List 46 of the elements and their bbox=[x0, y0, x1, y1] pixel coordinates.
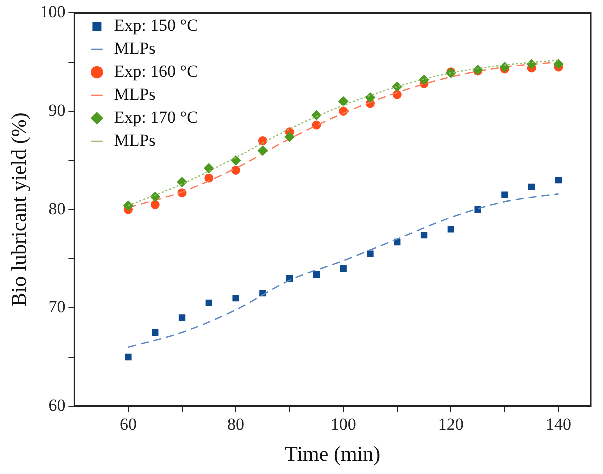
point bbox=[258, 136, 268, 146]
point bbox=[152, 329, 159, 336]
point bbox=[232, 294, 240, 302]
legend-label: Exp: 160 °C bbox=[114, 62, 198, 81]
line-series bbox=[128, 193, 560, 348]
legend-label: MLPs bbox=[114, 130, 156, 150]
point bbox=[554, 59, 564, 70]
point bbox=[206, 300, 212, 307]
point bbox=[178, 314, 186, 322]
point bbox=[150, 200, 160, 210]
point bbox=[204, 174, 214, 183]
point bbox=[125, 354, 132, 361]
y-tick-label: 80 bbox=[48, 199, 66, 218]
point bbox=[284, 132, 295, 142]
point bbox=[448, 226, 454, 233]
x-tick-label: 80 bbox=[228, 415, 245, 434]
legend-label: Exp: 170 °C bbox=[114, 108, 198, 127]
point bbox=[502, 192, 508, 198]
y-tick-label: 70 bbox=[48, 298, 66, 317]
y-tick-label: 100 bbox=[40, 2, 66, 22]
legend-label: Exp: 150 °C bbox=[114, 16, 198, 35]
point bbox=[258, 146, 268, 156]
point bbox=[204, 164, 214, 174]
point bbox=[528, 184, 536, 191]
legend-label: MLPs bbox=[114, 84, 156, 104]
point bbox=[313, 271, 320, 278]
point bbox=[123, 200, 134, 211]
x-tick-label: 60 bbox=[120, 415, 137, 434]
point bbox=[232, 166, 241, 175]
x-axis-title: Time (min) bbox=[285, 442, 381, 466]
point bbox=[231, 156, 242, 166]
point bbox=[312, 120, 322, 130]
legend-label: MLPs bbox=[114, 38, 156, 58]
x-tick-label: 100 bbox=[330, 415, 356, 434]
point bbox=[555, 176, 562, 184]
x-tick-label: 140 bbox=[546, 415, 572, 434]
y-axis-title: Bio lubricant yield (%) bbox=[7, 112, 32, 307]
point bbox=[340, 265, 347, 272]
y-tick-label: 90 bbox=[48, 100, 66, 120]
x-tick-label: 120 bbox=[438, 415, 464, 434]
y-tick-label: 60 bbox=[48, 396, 66, 415]
point bbox=[420, 232, 428, 239]
point bbox=[367, 250, 374, 258]
point bbox=[526, 59, 537, 70]
point bbox=[338, 96, 349, 107]
point bbox=[500, 62, 510, 72]
